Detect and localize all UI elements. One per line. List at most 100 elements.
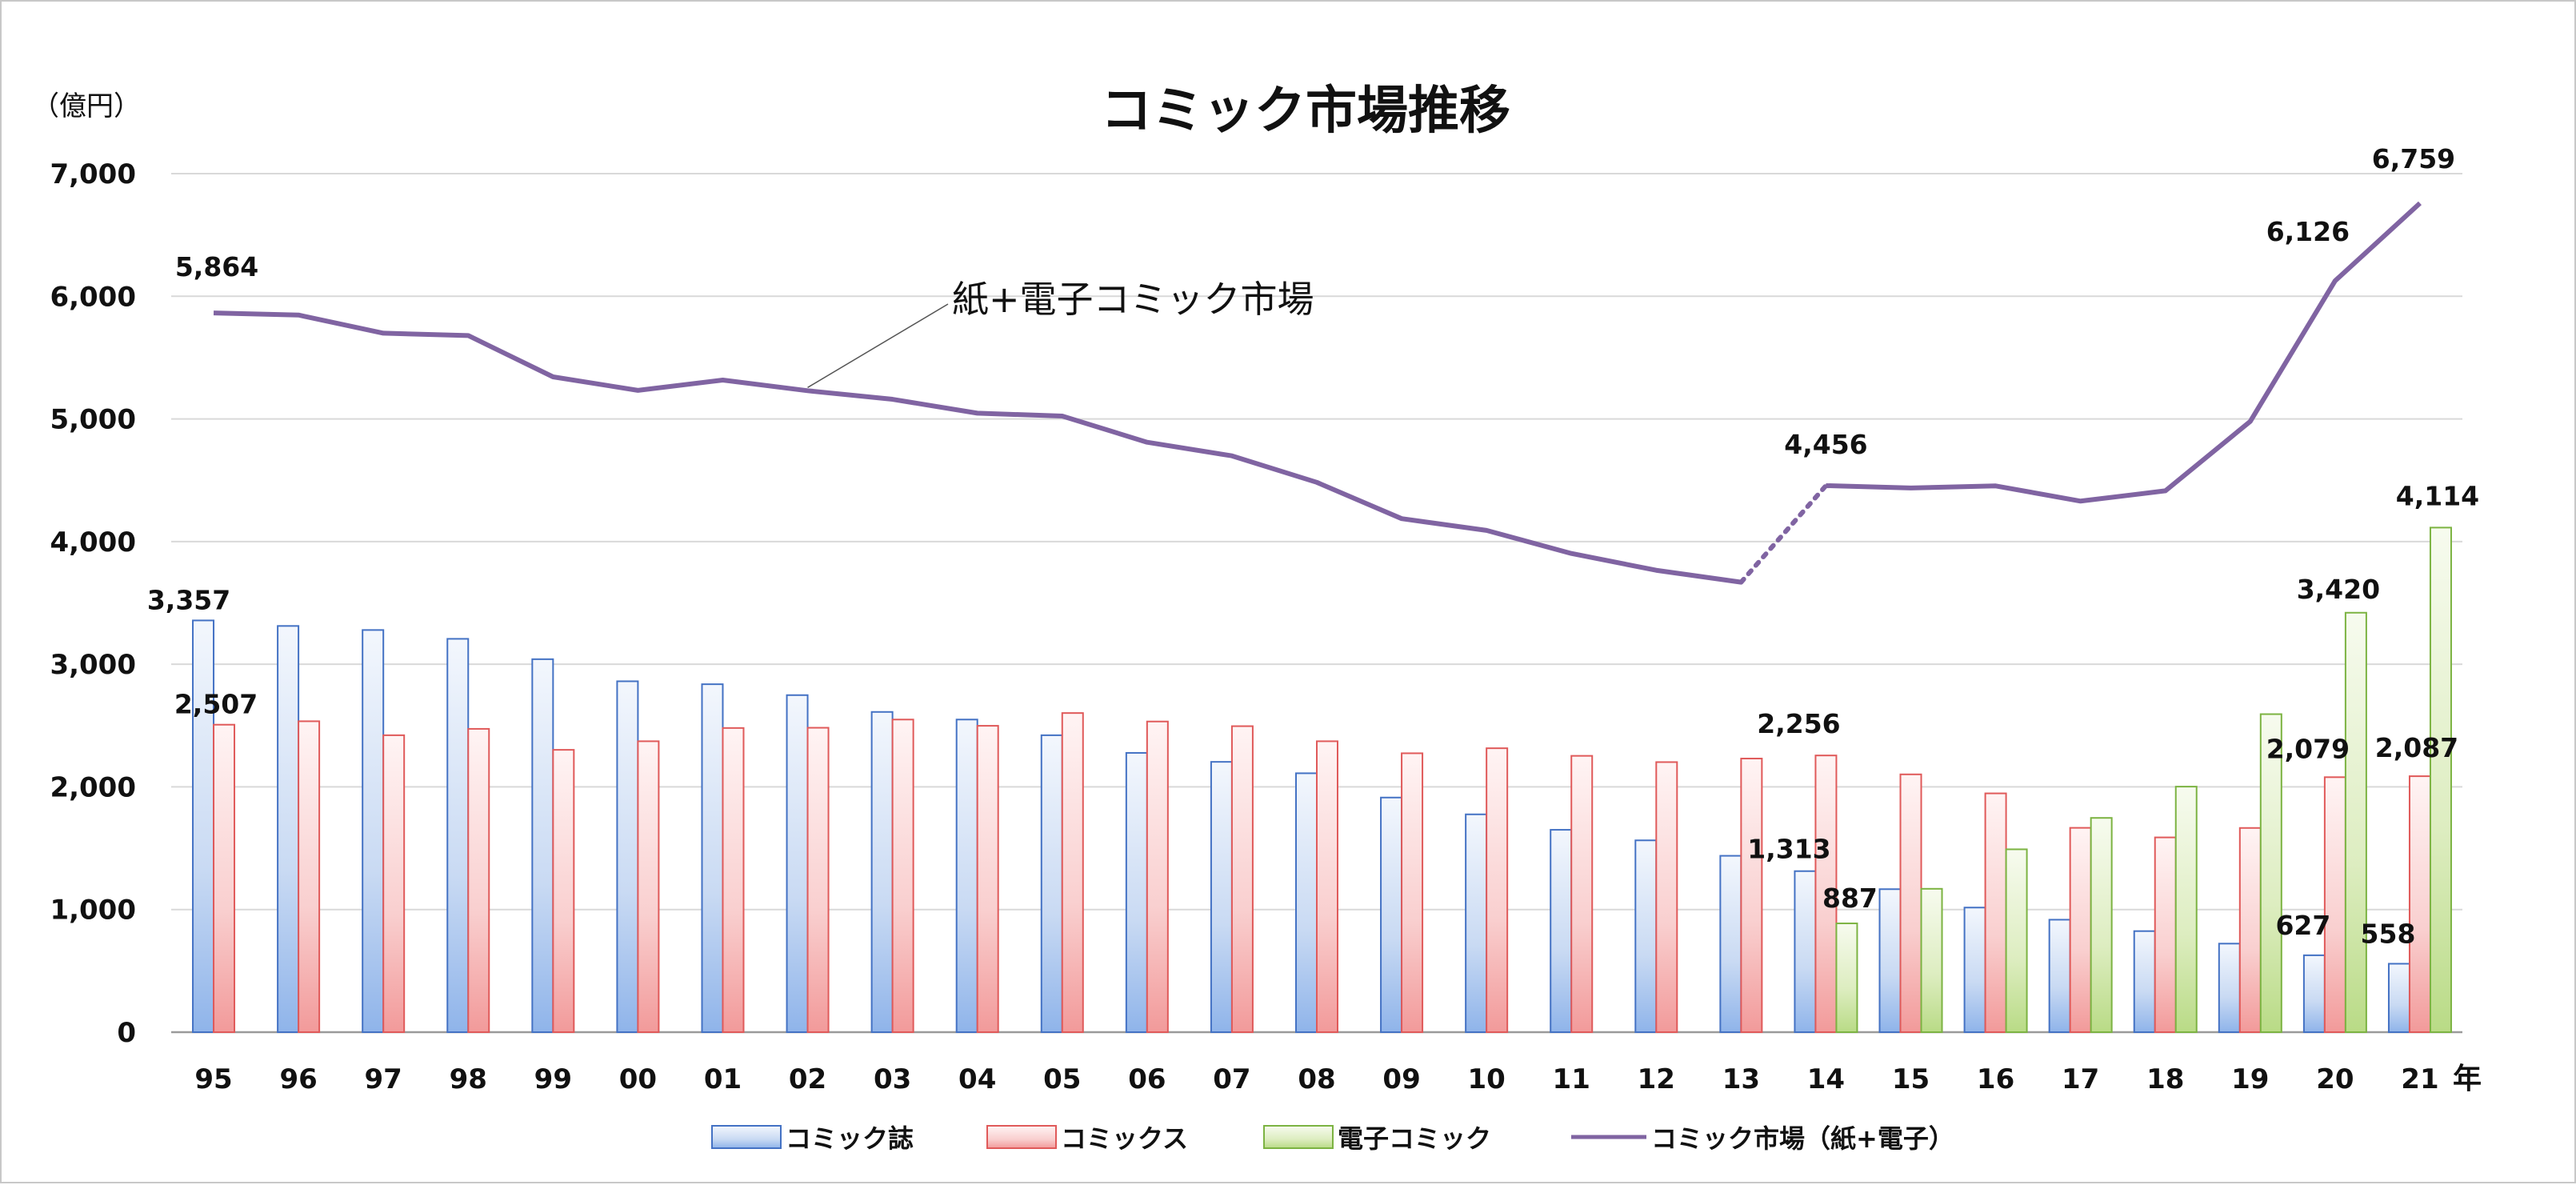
bar-magazine — [2302, 954, 2326, 1034]
x-tick-label: 15 — [1892, 1063, 1930, 1095]
y-axis-ticks: 0 1,000 2,000 3,000 4,000 5,000 6,000 7,000 — [50, 158, 136, 1049]
data-label-digital: 887 — [1822, 883, 1878, 914]
total-line-segment — [1826, 201, 2422, 504]
bar-magazine — [192, 619, 215, 1033]
bar-comics — [1146, 720, 1169, 1033]
legend-label-magazine: コミック誌 — [786, 1123, 914, 1154]
bar-comics — [1401, 752, 1424, 1033]
legend-label-digital: 電子コミック — [1338, 1123, 1491, 1154]
y-axis-unit-label: （億円） — [32, 90, 141, 122]
data-label-comics: 2,256 — [1757, 708, 1840, 739]
x-tick-label: 13 — [1722, 1063, 1760, 1095]
x-tick-label: 01 — [704, 1063, 742, 1095]
data-labels: 3,357 1,313 627 558 2,507 2,256 2,079 2,087 887 3… — [147, 143, 2479, 950]
bar-comics — [2408, 775, 2431, 1033]
y-tick-label: 6,000 — [50, 281, 136, 313]
y-tick-label: 3,000 — [50, 649, 136, 681]
data-label-magazine: 3,357 — [147, 584, 230, 615]
bar-magazine — [1040, 734, 1063, 1033]
bar-comics — [806, 727, 830, 1033]
bar-magazine — [277, 625, 300, 1033]
bar-digital — [2344, 611, 2367, 1033]
bar-comics — [891, 719, 914, 1033]
legend-swatch-comics — [986, 1125, 1057, 1149]
data-label-magazine: 1,313 — [1747, 834, 1830, 865]
bar-magazine — [786, 694, 809, 1034]
bar-magazine — [616, 680, 639, 1033]
x-tick-label: 95 — [194, 1063, 232, 1095]
bar-digital — [1920, 887, 1943, 1033]
y-tick-label: 0 — [117, 1017, 136, 1049]
x-tick-label: 06 — [1128, 1063, 1166, 1095]
total-line-segment — [213, 310, 1742, 585]
bar-comics — [2238, 827, 2262, 1034]
bar-comics — [1740, 758, 1763, 1034]
bar-magazine — [362, 629, 385, 1034]
legend-label-total: コミック市場（紙+電子） — [1651, 1123, 1954, 1154]
data-label-digital: 3,420 — [2297, 574, 2380, 605]
x-tick-label: 98 — [450, 1063, 487, 1095]
x-axis-ticks: 95 96 97 98 99 00 01 02 03 04 05 06 07 08 09 10 11 12 13 14… — [194, 1063, 2438, 1095]
bar-comics — [722, 727, 745, 1033]
y-tick-label: 4,000 — [50, 526, 136, 558]
x-tick-label: 17 — [2062, 1063, 2099, 1095]
bar-magazine — [701, 683, 724, 1033]
x-tick-label: 12 — [1638, 1063, 1675, 1095]
x-tick-label: 14 — [1807, 1063, 1845, 1095]
x-tick-label: 03 — [874, 1063, 911, 1095]
bar-magazine — [1719, 855, 1742, 1034]
x-tick-label: 97 — [365, 1063, 402, 1095]
chart-title: コミック市場推移 — [1101, 82, 1510, 141]
bar-magazine — [2387, 963, 2410, 1033]
bar-magazine — [1550, 829, 1573, 1034]
data-label-total: 4,456 — [1784, 429, 1867, 460]
bar-magazine — [1794, 870, 1817, 1033]
annotation-label: 紙+電子コミック市場 — [952, 278, 1314, 321]
bar-comics — [1984, 792, 2007, 1034]
x-tick-label: 20 — [2316, 1063, 2354, 1095]
bar-magazine — [446, 638, 470, 1033]
legend: コミック誌 コミックス 電子コミック コミック市場（紙+電子） — [711, 1123, 1954, 1154]
x-tick-label: 00 — [619, 1063, 657, 1095]
y-tick-label: 5,000 — [50, 404, 136, 436]
x-tick-label: 08 — [1298, 1063, 1335, 1095]
data-label-comics: 2,079 — [2266, 733, 2350, 764]
data-label-total: 5,864 — [175, 251, 258, 282]
bar-magazine — [1634, 839, 1658, 1033]
bar-digital — [2429, 526, 2452, 1033]
x-tick-label: 21 — [2401, 1063, 2438, 1095]
bar-magazine — [1878, 888, 1902, 1033]
data-label-magazine: 627 — [2275, 910, 2330, 941]
bar-comics — [1230, 725, 1254, 1033]
x-tick-label: 96 — [279, 1063, 317, 1095]
y-tick-label: 2,000 — [50, 771, 136, 803]
total-market-line — [213, 201, 2422, 585]
bar-comics — [2323, 776, 2346, 1033]
x-tick-label: 07 — [1213, 1063, 1250, 1095]
data-label-comics: 2,507 — [174, 689, 258, 720]
bar-digital — [2174, 786, 2198, 1033]
bar-comics — [552, 749, 575, 1033]
annotation-leader-line — [807, 303, 949, 388]
x-tick-label: 10 — [1467, 1063, 1505, 1095]
x-axis-unit-label: 年 — [2453, 1063, 2482, 1095]
bar-comics — [1316, 740, 1338, 1034]
x-tick-label: 02 — [789, 1063, 826, 1095]
bar-comics — [1899, 773, 1922, 1034]
bar-comics — [298, 720, 321, 1033]
bar-comics — [1814, 755, 1838, 1033]
data-label-comics: 2,087 — [2375, 732, 2458, 763]
bar-digital — [2090, 817, 2113, 1033]
data-label-digital: 4,114 — [2396, 480, 2479, 511]
bar-magazine — [531, 658, 554, 1033]
data-label-total: 6,759 — [2372, 143, 2455, 174]
bar-magazine — [870, 711, 894, 1033]
data-label-magazine: 558 — [2361, 918, 2416, 949]
legend-swatch-magazine — [711, 1125, 782, 1149]
bar-comics — [382, 734, 406, 1033]
bar-magazine — [1295, 772, 1318, 1034]
bar-magazine — [2133, 930, 2156, 1034]
x-tick-label: 05 — [1043, 1063, 1081, 1095]
